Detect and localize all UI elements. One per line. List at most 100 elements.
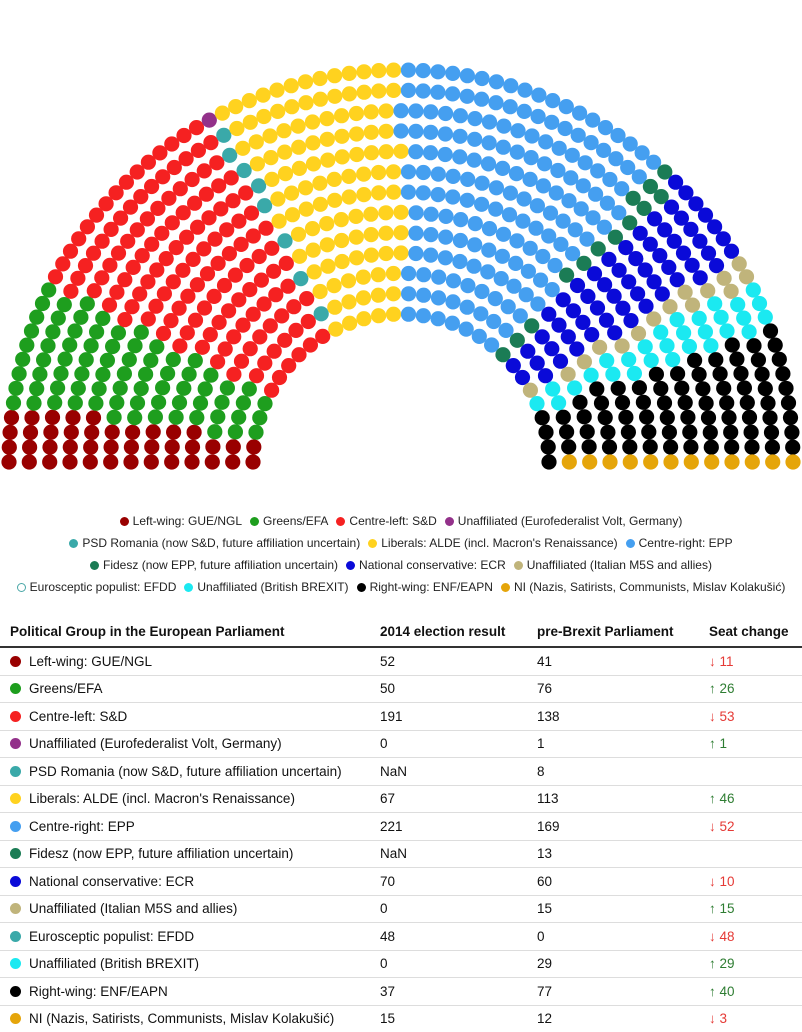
column-header-2014: 2014 election result bbox=[380, 623, 506, 639]
seat-right-wing-enf-eapn bbox=[767, 337, 783, 353]
seat-right-wing-enf-eapn bbox=[555, 409, 571, 425]
seat-centre-right-epp bbox=[459, 68, 475, 84]
legend-swatch bbox=[356, 582, 366, 592]
seat-national-conservative-ecr bbox=[700, 245, 717, 261]
seat-fidesz-now-epp-future-affiliation-uncertain bbox=[657, 164, 673, 180]
seat-greens-efa bbox=[143, 352, 159, 368]
legend-swatch bbox=[119, 516, 129, 526]
seat-centre-right-epp bbox=[646, 154, 662, 170]
seat-liberals-alde-incl-macron-s-renaissance bbox=[320, 258, 336, 274]
seat-liberals-alde-incl-macron-s-renaissance bbox=[284, 185, 300, 201]
seat-unaffiliated-british-brexit bbox=[757, 309, 773, 325]
legend-label: Eurosceptic populist: EFDD bbox=[29, 580, 177, 594]
table-row: PSD Romania (now S&D, future affiliation… bbox=[0, 757, 802, 785]
seat-liberals-alde-incl-macron-s-renaissance bbox=[312, 196, 328, 212]
seat-right-wing-enf-eapn bbox=[782, 410, 799, 426]
seat-centre-left-s-d bbox=[190, 142, 206, 158]
seat-national-conservative-ecr bbox=[618, 240, 634, 256]
seat-liberals-alde-incl-macron-s-renaissance bbox=[326, 171, 342, 187]
seat-greens-efa bbox=[79, 296, 95, 312]
seat-left-wing-gue-ngl bbox=[103, 454, 119, 470]
seat-centre-left-s-d bbox=[231, 213, 247, 229]
seat-change-cell: ↑ 1 bbox=[699, 729, 802, 758]
seat-liberals-alde-incl-macron-s-renaissance bbox=[370, 287, 386, 303]
seat-centre-right-epp bbox=[445, 189, 461, 205]
seat-centre-right-epp bbox=[590, 163, 606, 179]
seat-centre-left-s-d bbox=[120, 233, 136, 249]
seat-right-wing-enf-eapn bbox=[579, 424, 595, 440]
seat-centre-right-epp bbox=[445, 86, 461, 102]
seat-centre-right-epp bbox=[517, 82, 533, 98]
seat-centre-right-epp bbox=[495, 226, 512, 242]
seat-left-wing-gue-ngl bbox=[103, 439, 119, 455]
seat-right-wing-enf-eapn bbox=[721, 410, 737, 426]
seat-centre-left-s-d bbox=[187, 195, 203, 211]
seat-liberals-alde-incl-macron-s-renaissance bbox=[341, 168, 357, 184]
seat-right-wing-enf-eapn bbox=[559, 424, 575, 440]
seat-psd-romania-now-s-d-future-affiliation-uncertain bbox=[277, 233, 293, 249]
seat-centre-left-s-d bbox=[149, 262, 165, 278]
seat-national-conservative-ecr bbox=[551, 317, 567, 333]
seat-liberals-alde-incl-macron-s-renaissance bbox=[371, 185, 387, 201]
legend-label: Left-wing: GUE/NGL bbox=[132, 514, 243, 528]
seat-centre-left-s-d bbox=[187, 312, 204, 328]
legend-label: Liberals: ALDE (incl. Macron's Renaissan… bbox=[381, 536, 618, 550]
seat-centre-left-s-d bbox=[178, 151, 194, 167]
group-name: Left-wing: GUE/NGL bbox=[29, 653, 153, 669]
result-2014-cell: 48 bbox=[370, 922, 527, 950]
seat-greens-efa bbox=[192, 395, 209, 411]
pre-brexit-cell: 29 bbox=[527, 949, 699, 978]
seat-centre-left-s-d bbox=[288, 322, 304, 338]
seat-liberals-alde-incl-macron-s-renaissance bbox=[277, 166, 294, 182]
pre-brexit-cell: 169 bbox=[527, 812, 699, 840]
seat-greens-efa bbox=[165, 351, 181, 368]
seat-left-wing-gue-ngl bbox=[205, 439, 221, 455]
seat-centre-left-s-d bbox=[194, 339, 210, 355]
seat-greens-efa bbox=[133, 324, 149, 340]
seat-centre-left-s-d bbox=[175, 205, 191, 221]
seat-centre-right-epp bbox=[530, 108, 546, 125]
legend-item-liberals-alde-incl-macron-s-renaissance: Liberals: ALDE (incl. Macron's Renaissan… bbox=[368, 534, 618, 552]
seat-right-wing-enf-eapn bbox=[610, 380, 626, 396]
seat-national-conservative-ecr bbox=[615, 300, 631, 316]
seat-left-wing-gue-ngl bbox=[225, 439, 241, 455]
seat-centre-left-s-d bbox=[175, 262, 191, 278]
seat-greens-efa bbox=[19, 337, 35, 353]
seat-centre-left-s-d bbox=[266, 263, 282, 279]
seat-centre-left-s-d bbox=[150, 200, 166, 216]
seat-right-wing-enf-eapn bbox=[762, 323, 779, 339]
seat-unaffiliated-italian-m5s-and-allies bbox=[731, 256, 747, 272]
seat-national-conservative-ecr bbox=[569, 277, 586, 294]
seat-national-conservative-ecr bbox=[534, 329, 550, 345]
seat-national-conservative-ecr bbox=[707, 219, 723, 235]
seat-change-cell: ↑ 46 bbox=[699, 784, 802, 813]
seat-unaffiliated-british-brexit bbox=[741, 324, 757, 340]
seat-centre-right-epp bbox=[393, 123, 409, 139]
seat-centre-right-epp bbox=[542, 205, 559, 221]
seat-centre-right-epp bbox=[538, 134, 554, 150]
table-row: Unaffiliated (Italian M5S and allies) 0 15… bbox=[0, 894, 802, 923]
seat-centre-right-epp bbox=[481, 221, 498, 237]
seat-national-conservative-ecr bbox=[569, 341, 585, 357]
group-color-swatch bbox=[10, 655, 21, 667]
seat-national-conservative-ecr bbox=[560, 329, 576, 345]
seat-liberals-alde-incl-macron-s-renaissance bbox=[327, 88, 343, 104]
seat-ni-nazis-satirists-communists-mislav-kolaku-i bbox=[785, 454, 801, 470]
seat-right-wing-enf-eapn bbox=[724, 439, 740, 455]
seat-centre-left-s-d bbox=[226, 366, 242, 382]
seat-right-wing-enf-eapn bbox=[700, 410, 717, 426]
seat-national-conservative-ecr bbox=[630, 286, 646, 302]
seat-national-conservative-ecr bbox=[597, 277, 613, 293]
legend-swatch bbox=[346, 560, 356, 570]
legend-item-national-conservative-ecr: National conservative: ECR bbox=[346, 556, 506, 574]
seat-right-wing-enf-eapn bbox=[763, 424, 780, 441]
seat-centre-left-s-d bbox=[108, 185, 124, 201]
seat-unaffiliated-british-brexit bbox=[529, 396, 545, 412]
seat-centre-right-epp bbox=[565, 246, 581, 262]
legend-label: NI (Nazis, Satirists, Communists, Mislav… bbox=[513, 580, 786, 594]
seat-centre-left-s-d bbox=[125, 259, 141, 275]
seat-unaffiliated-british-brexit bbox=[583, 367, 599, 383]
seat-centre-right-epp bbox=[563, 170, 579, 186]
seat-centre-right-epp bbox=[557, 120, 573, 137]
seat-centre-left-s-d bbox=[156, 286, 172, 302]
